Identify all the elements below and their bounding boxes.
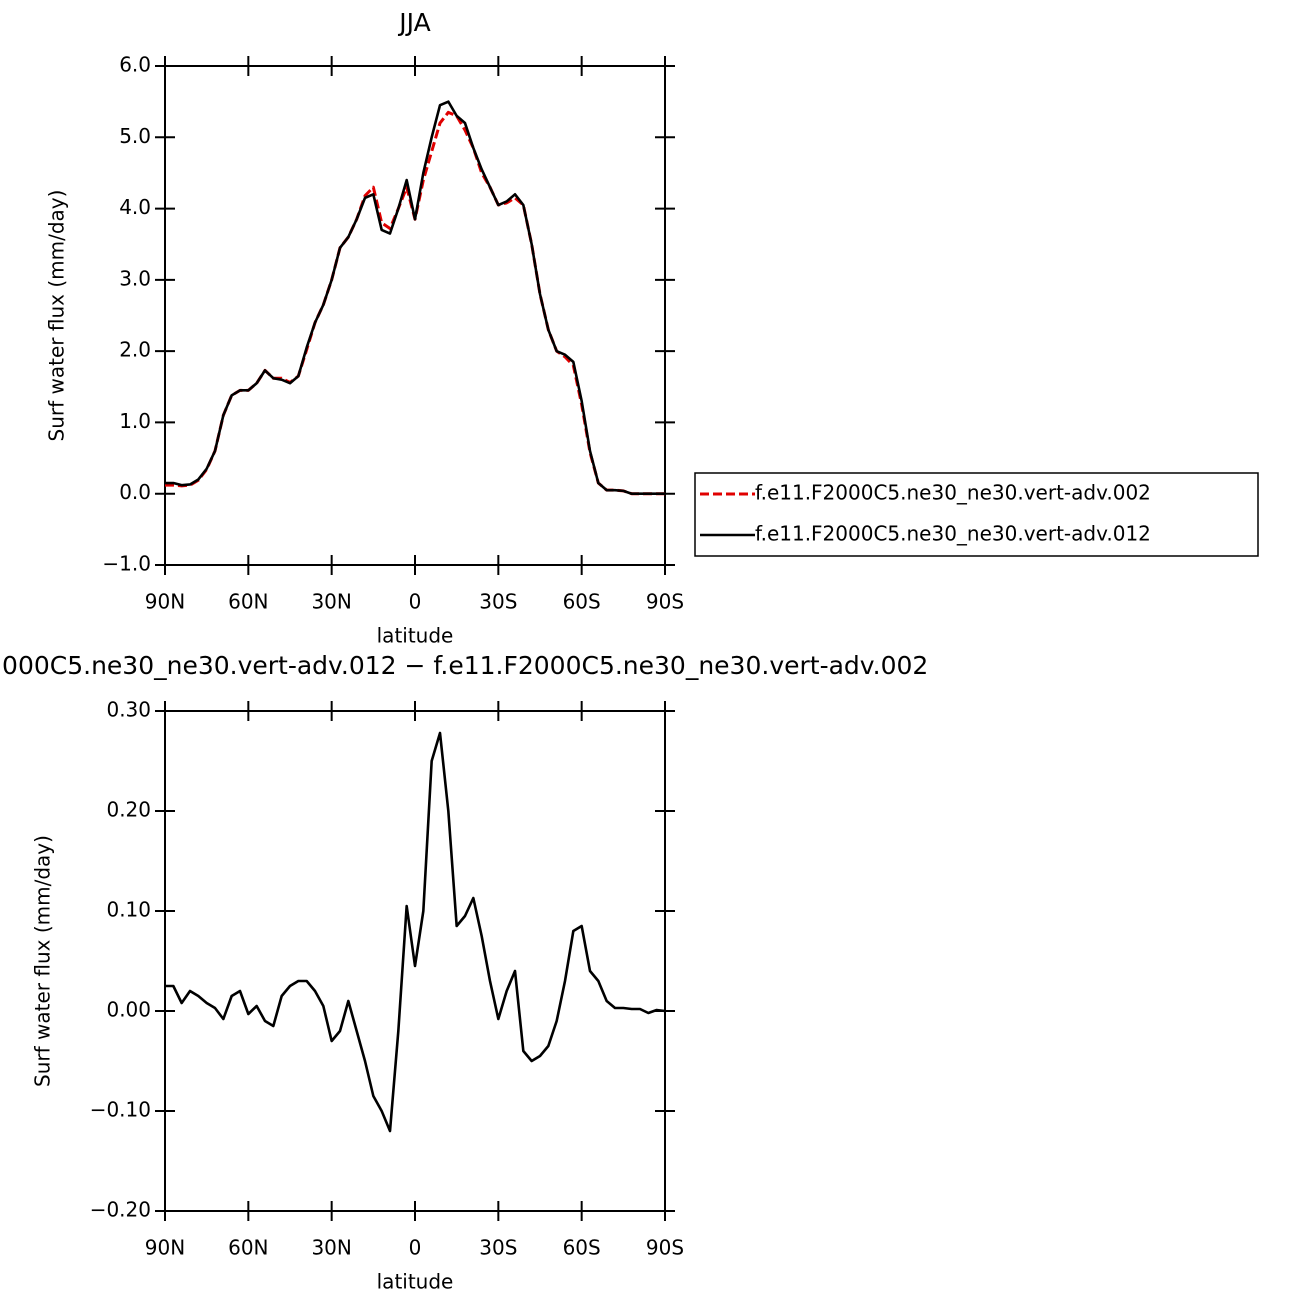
y-tick-label: 0.30 bbox=[106, 698, 151, 722]
y-tick-label: 0.0 bbox=[119, 480, 151, 504]
chart-title: JJA bbox=[397, 8, 430, 37]
y-tick-label: 2.0 bbox=[119, 338, 151, 362]
y-tick-label: 5.0 bbox=[119, 124, 151, 148]
plot-frame bbox=[164, 65, 666, 566]
x-tick-label: 90N bbox=[145, 590, 185, 614]
y-tick-label: 0.20 bbox=[106, 798, 151, 822]
x-tick-label: 60N bbox=[228, 590, 268, 614]
x-tick-label: 90S bbox=[646, 1236, 684, 1260]
x-tick-label: 30N bbox=[311, 1236, 351, 1260]
legend-label: f.e11.F2000C5.ne30_ne30.vert-adv.012 bbox=[755, 522, 1151, 546]
x-tick-label: 30N bbox=[311, 590, 351, 614]
x-tick-label: 60S bbox=[563, 1236, 601, 1260]
series-line bbox=[165, 731, 666, 1133]
x-tick-label: 90S bbox=[646, 590, 684, 614]
series-line bbox=[165, 110, 665, 496]
legend-box bbox=[694, 472, 1259, 557]
x-axis-label: latitude bbox=[377, 624, 454, 648]
x-tick-label: 30S bbox=[479, 1236, 517, 1260]
y-axis-label: Surf water flux (mm/day) bbox=[31, 835, 55, 1087]
x-tick-label: 0 bbox=[409, 590, 422, 614]
y-tick-label: 1.0 bbox=[119, 409, 151, 433]
x-tick-label: 60N bbox=[228, 1236, 268, 1260]
y-tick-label: 6.0 bbox=[119, 53, 151, 77]
plot-frame bbox=[164, 710, 666, 1212]
y-tick-label: 0.00 bbox=[106, 998, 151, 1022]
y-tick-label: −0.10 bbox=[90, 1098, 151, 1122]
chart-title: f.e11.F2000C5.ne30_ne30.vert-adv.012 − f… bbox=[0, 651, 928, 680]
y-tick-label: 3.0 bbox=[119, 266, 151, 290]
series-line bbox=[165, 100, 665, 496]
x-tick-label: 30S bbox=[479, 590, 517, 614]
x-tick-label: 0 bbox=[409, 1236, 422, 1260]
x-axis-label: latitude bbox=[377, 1270, 454, 1294]
legend-label: f.e11.F2000C5.ne30_ne30.vert-adv.002 bbox=[755, 481, 1151, 505]
y-tick-label: −0.20 bbox=[90, 1198, 151, 1222]
y-tick-label: 4.0 bbox=[119, 195, 151, 219]
y-tick-label: −1.0 bbox=[102, 552, 151, 576]
y-axis-label: Surf water flux (mm/day) bbox=[45, 190, 69, 442]
x-tick-label: 60S bbox=[563, 590, 601, 614]
x-tick-label: 90N bbox=[145, 1236, 185, 1260]
y-tick-label: 0.10 bbox=[106, 898, 151, 922]
